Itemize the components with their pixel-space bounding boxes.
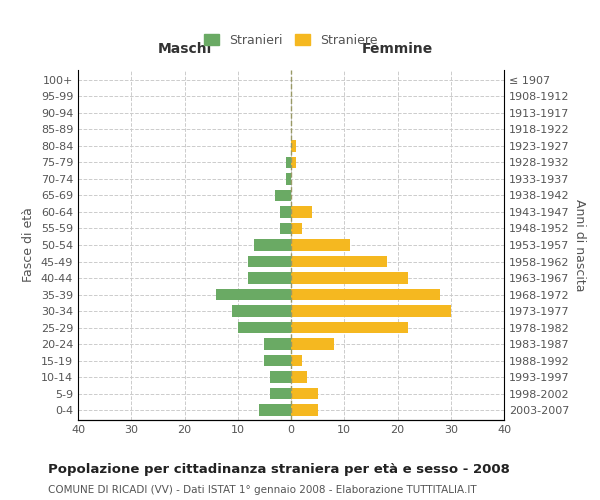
Bar [286,173,291,184]
Bar [291,156,296,168]
Bar [291,306,451,317]
Bar [291,372,307,383]
Bar [291,338,334,350]
Bar [248,256,291,268]
Bar [291,256,387,268]
Bar [291,239,350,251]
Bar [291,272,408,284]
Bar [291,404,317,416]
Bar [291,355,302,366]
Text: Popolazione per cittadinanza straniera per età e sesso - 2008: Popolazione per cittadinanza straniera p… [48,462,510,475]
Bar [217,289,291,300]
Bar [232,306,291,317]
Bar [270,388,291,400]
Bar [248,272,291,284]
Bar [280,222,291,234]
Bar [254,239,291,251]
Text: Maschi: Maschi [157,42,212,56]
Bar [270,372,291,383]
Y-axis label: Anni di nascita: Anni di nascita [573,198,586,291]
Bar [291,206,313,218]
Text: COMUNE DI RICADI (VV) - Dati ISTAT 1° gennaio 2008 - Elaborazione TUTTITALIA.IT: COMUNE DI RICADI (VV) - Dati ISTAT 1° ge… [48,485,476,495]
Bar [291,222,302,234]
Bar [291,289,440,300]
Bar [280,206,291,218]
Bar [291,322,408,334]
Bar [265,338,291,350]
Bar [291,388,317,400]
Bar [291,140,296,151]
Bar [286,156,291,168]
Bar [265,355,291,366]
Legend: Stranieri, Straniere: Stranieri, Straniere [198,28,384,53]
Y-axis label: Fasce di età: Fasce di età [22,208,35,282]
Bar [275,190,291,201]
Text: Femmine: Femmine [362,42,433,56]
Bar [238,322,291,334]
Bar [259,404,291,416]
